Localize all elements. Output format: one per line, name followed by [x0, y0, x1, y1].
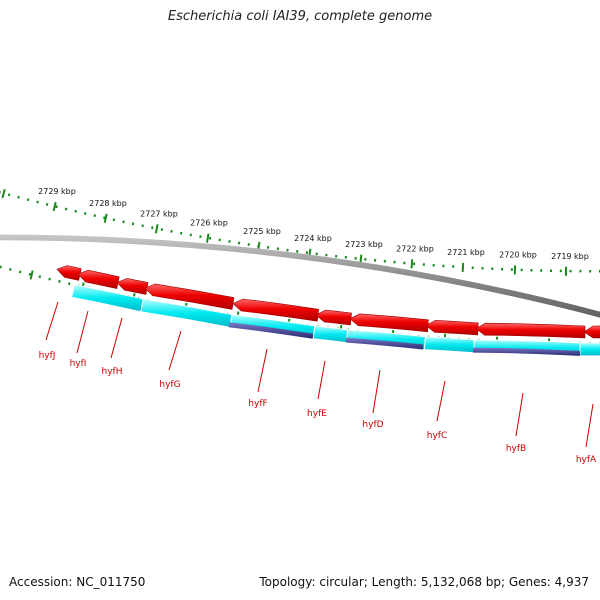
gene-label: hyfB — [506, 444, 526, 454]
kbp-label: 2725 kbp — [243, 227, 281, 236]
kbp-label: 2721 kbp — [447, 248, 485, 257]
gene-feature — [423, 336, 475, 354]
protein-feature — [472, 347, 580, 356]
inner-ruler-tick — [28, 272, 32, 276]
genome-summary-text: Topology: circular; Length: 5,132,068 bp… — [259, 575, 589, 589]
cds-feature — [56, 265, 82, 281]
gene-label: hyfC — [427, 431, 447, 441]
outer-ruler-tick — [112, 218, 116, 222]
outer-ruler-tick — [45, 202, 49, 206]
major-ruler-tick — [206, 233, 210, 243]
gene-leader-line — [45, 301, 59, 341]
gene-feature — [579, 342, 600, 357]
cds-feature — [77, 269, 120, 289]
kbp-labels: 2729 kbp 2728 kbp 2727 kbp 2726 kbp 2725 kbp… — [38, 187, 589, 261]
inner-ruler-tick — [48, 277, 51, 281]
gene-feature — [71, 284, 144, 313]
inner-ruler-tick — [0, 265, 2, 269]
gene-feature — [312, 325, 349, 344]
major-ruler-tick — [1, 188, 6, 199]
accession-text: Accession: NC_011750 — [9, 575, 146, 589]
gene-labels: hyfJ hyfI hyfH hyfG hyfF hyfE hyfD hyfC hyfB hyfA — [39, 301, 597, 465]
outer-ruler-tick — [83, 212, 87, 215]
inner-ruler-tick — [38, 275, 42, 279]
gene-leader-line — [436, 380, 446, 422]
cds-feature — [475, 322, 586, 339]
gene-features — [56, 265, 600, 357]
cds-feature — [349, 313, 429, 333]
outer-ruler-tick — [7, 193, 11, 197]
kbp-label: 2727 kbp — [140, 209, 178, 218]
gene-leader-line — [257, 348, 268, 393]
protein-feature — [345, 337, 424, 350]
gene-label: hyfG — [159, 380, 180, 390]
gene-feature — [140, 298, 233, 328]
major-ruler-tick — [410, 259, 414, 269]
inner-ruler-tick — [18, 270, 22, 274]
major-ruler-tick — [103, 213, 108, 223]
gene-label: hyfD — [362, 420, 383, 430]
kbp-label: 2724 kbp — [294, 234, 332, 243]
major-ruler-tick — [461, 262, 465, 273]
cds-feature — [425, 319, 479, 336]
outer-ruler-tick — [131, 222, 135, 226]
outer-ruler-tick — [74, 209, 77, 213]
cds-feature — [315, 309, 352, 326]
kbp-label: 2729 kbp — [38, 187, 76, 196]
kbp-label: 2726 kbp — [190, 219, 228, 228]
inner-ruler-tick — [58, 279, 61, 283]
gene-leader-line — [317, 360, 326, 400]
gene-label: hyfI — [70, 359, 87, 369]
outer-ruler-tick — [36, 200, 39, 204]
kbp-label: 2728 kbp — [89, 199, 127, 208]
gene-leader-line — [76, 310, 89, 354]
gene-label: hyfA — [576, 455, 597, 465]
gene-leader-line — [585, 403, 594, 448]
genome-title: Escherichia coli IAI39, complete genome — [167, 9, 433, 24]
gene-label: hyfF — [248, 399, 267, 409]
outer-ruler-tick — [55, 205, 58, 209]
outer-ruler-tick — [122, 220, 125, 224]
kbp-label: 2719 kbp — [551, 252, 589, 261]
gene-label: hyfJ — [39, 351, 56, 361]
major-ruler-tick — [52, 201, 57, 212]
gene-label: hyfE — [307, 409, 327, 419]
kbp-label: 2720 kbp — [499, 251, 537, 260]
gene-leader-line — [515, 392, 524, 437]
cds-feature — [116, 278, 149, 295]
outer-ruler-tick — [26, 198, 30, 202]
outer-ruler-tick — [93, 214, 97, 218]
inner-ruler-tick — [67, 282, 71, 286]
cds-feature — [583, 325, 600, 339]
gene-leader-line — [168, 330, 182, 371]
inner-ruler-tick — [9, 268, 12, 271]
outer-ruler-tick — [17, 195, 20, 199]
gene-leader-line — [110, 317, 123, 359]
kbp-label: 2723 kbp — [345, 240, 383, 249]
major-ruler-tick — [29, 270, 34, 280]
outer-ruler-tick — [103, 216, 106, 220]
gene-label: hyfH — [102, 367, 123, 377]
gene-leader-line — [372, 369, 381, 414]
outer-ruler-tick — [64, 207, 68, 211]
protein-feature — [228, 322, 314, 339]
major-ruler-tick — [154, 224, 159, 234]
kbp-label: 2722 kbp — [396, 245, 434, 254]
